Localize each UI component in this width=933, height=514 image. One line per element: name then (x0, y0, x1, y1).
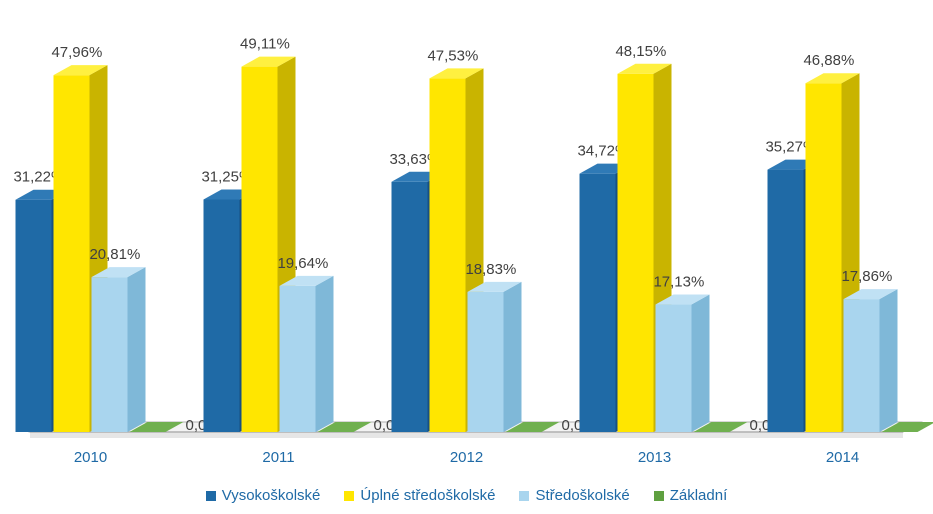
x-axis-label: 2011 (262, 449, 294, 466)
data-label: 49,11% (240, 36, 290, 53)
legend-item-zakladni: Základní (654, 487, 728, 504)
legend-item-vysokoskolske: Vysokoškolské (206, 487, 321, 504)
data-label: 18,83% (465, 261, 516, 278)
data-label: 19,64% (277, 255, 328, 272)
data-label: 46,88% (803, 52, 854, 69)
legend-label: Základní (670, 487, 728, 504)
data-label: 47,53% (427, 47, 478, 64)
x-axis-label: 2014 (826, 449, 859, 466)
legend-label: Vysokoškolské (222, 487, 321, 504)
data-label: 20,81% (89, 246, 140, 263)
chart-svg: 31,22%47,96%20,81%0,00%201031,25%49,11%1… (0, 0, 933, 514)
data-label: 47,96% (51, 44, 102, 61)
x-axis-label: 2012 (450, 449, 483, 466)
chart-container: 31,22%47,96%20,81%0,00%201031,25%49,11%1… (0, 0, 933, 514)
legend-item-stredoskolske: Středoškolské (519, 487, 629, 504)
legend-item-uplne-stredoskolske: Úplné středoškolské (344, 487, 495, 504)
legend: Vysokoškolské Úplné středoškolské Středo… (0, 487, 933, 504)
legend-swatch (654, 491, 664, 501)
legend-swatch (519, 491, 529, 501)
legend-swatch (344, 491, 354, 501)
x-axis-label: 2010 (74, 449, 107, 466)
legend-label: Úplné středoškolské (360, 487, 495, 504)
data-label: 48,15% (615, 43, 666, 60)
data-label: 17,13% (653, 274, 704, 291)
x-axis-label: 2013 (638, 449, 671, 466)
legend-label: Středoškolské (535, 487, 629, 504)
data-label: 17,86% (841, 268, 892, 285)
legend-swatch (206, 491, 216, 501)
